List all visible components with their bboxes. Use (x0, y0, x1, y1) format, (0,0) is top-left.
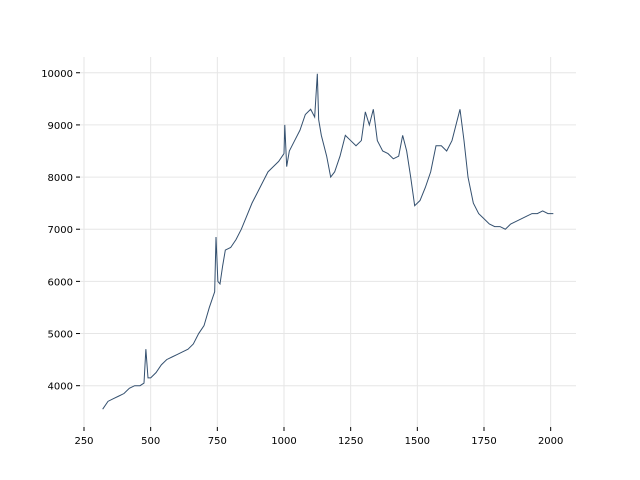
data-line (102, 73, 554, 410)
x-tick-label: 500 (141, 436, 160, 447)
x-tick-label: 750 (208, 436, 227, 447)
x-tick-label: 1250 (338, 436, 363, 447)
y-tick-label: 8000 (48, 173, 73, 184)
y-tick-label: 6000 (48, 277, 73, 288)
x-tick-label: 2000 (538, 436, 563, 447)
y-tick-label: 5000 (48, 330, 73, 341)
y-tick-label: 7000 (48, 225, 73, 236)
x-tick-label: 1750 (471, 436, 496, 447)
x-tick-label: 1000 (271, 436, 296, 447)
y-tick-label: 4000 (48, 382, 73, 393)
y-tick-label: 9000 (48, 121, 73, 132)
y-tick-label: 10000 (41, 69, 73, 80)
x-tick-label: 250 (74, 436, 93, 447)
x-tick-label: 1500 (405, 436, 430, 447)
